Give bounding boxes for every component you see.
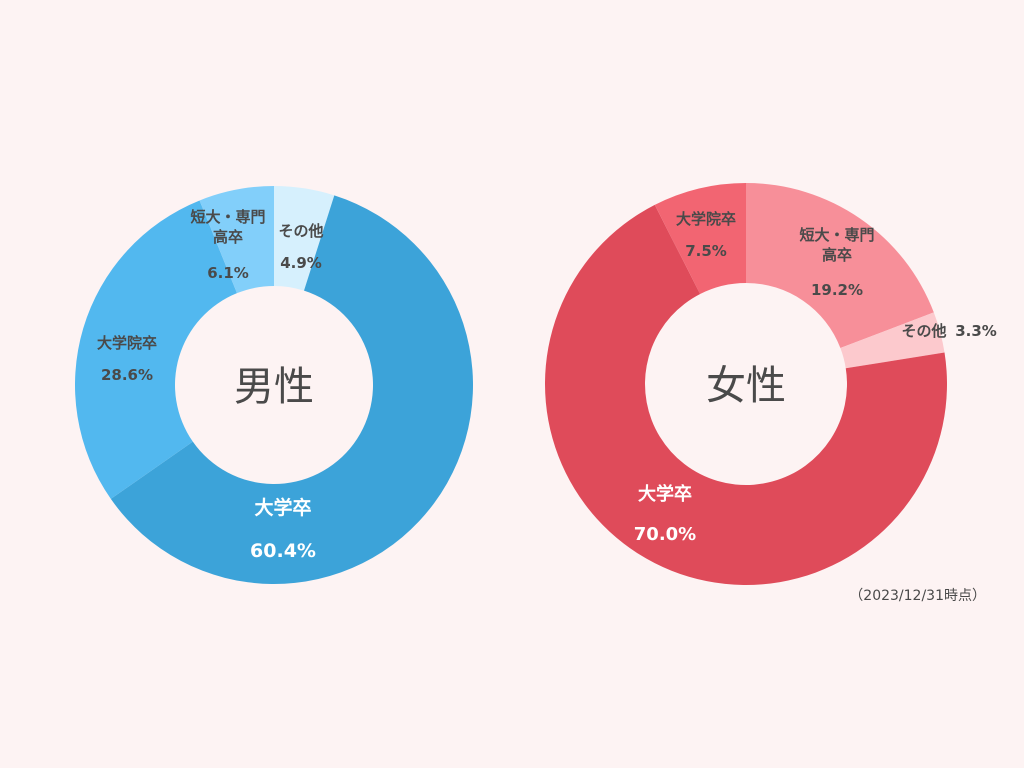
male-slice-0-label: その他 <box>278 222 323 240</box>
male-slice-3-value: 6.1% <box>207 264 249 282</box>
date-note: （2023/12/31時点） <box>849 588 986 604</box>
male-slice-1-value: 60.4% <box>250 540 316 562</box>
female-center-label: 女性 <box>706 363 786 409</box>
female-slice-0 <box>746 183 934 349</box>
female-slice-0-label: 短大・専門 <box>799 226 874 244</box>
male-slice-3-label: 高卒 <box>213 228 243 246</box>
male-slice-3 <box>199 186 274 294</box>
female-slice-3-label: 大学院卒 <box>676 210 736 228</box>
male-slice-0 <box>274 186 335 291</box>
male-slice-2 <box>74 200 237 499</box>
female-slice-2-value: 70.0% <box>634 524 696 545</box>
female-slice-2 <box>544 204 947 586</box>
female-slice-3-value: 7.5% <box>685 242 727 260</box>
female-slice-1-label: その他 <box>901 322 946 340</box>
male-slice-1-label: 大学卒 <box>254 496 311 519</box>
male-center-label: 男性 <box>234 364 314 410</box>
male-slice-3-label: 短大・専門 <box>190 208 265 226</box>
male-slice-1 <box>110 195 473 584</box>
male-slice-0-value: 4.9% <box>280 254 322 272</box>
male-slice-2-value: 28.6% <box>101 366 153 384</box>
female-slice-0-value: 19.2% <box>811 281 863 299</box>
female-slice-0-label: 高卒 <box>822 246 852 264</box>
female-slice-3 <box>654 183 746 295</box>
female-slice-1 <box>840 312 945 369</box>
female-slice-2-label: 大学卒 <box>638 483 692 505</box>
male-slice-2-label: 大学院卒 <box>97 334 157 352</box>
female-slice-1-value: 3.3% <box>955 322 997 340</box>
